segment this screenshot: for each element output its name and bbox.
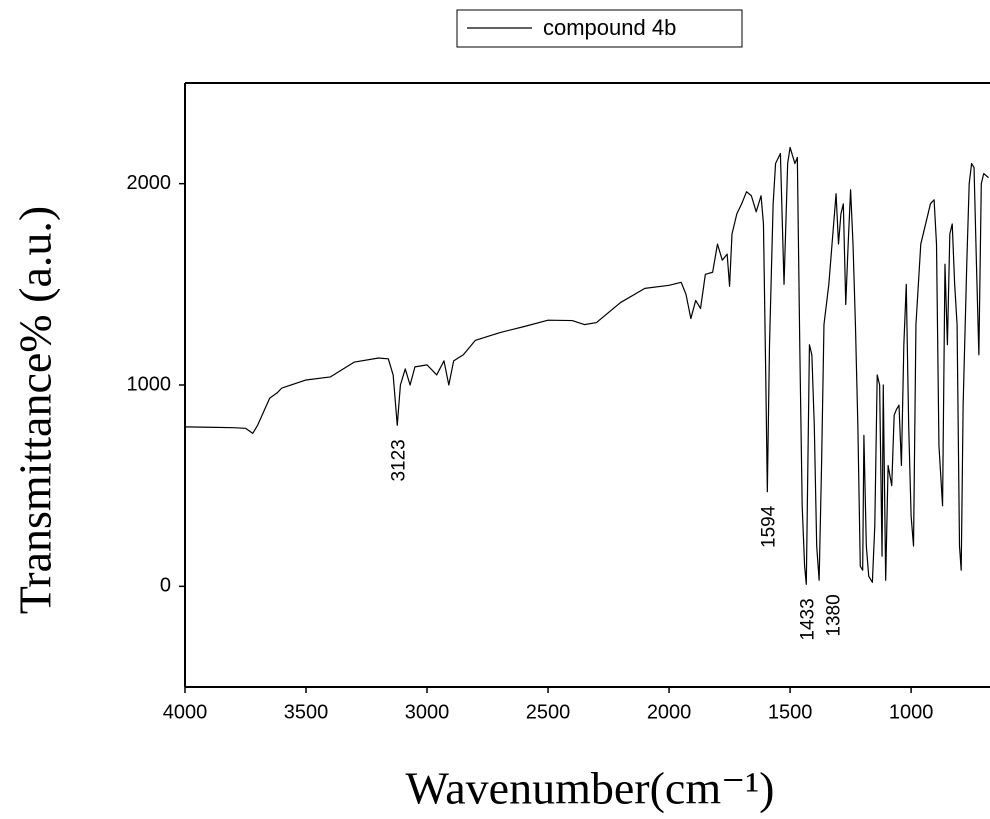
peak-label: 3123 <box>388 439 409 481</box>
x-tick-label: 4000 <box>163 701 208 723</box>
peak-label: 1433 <box>797 598 818 640</box>
legend-label: compound 4b <box>543 15 676 40</box>
y-tick-label: 2000 <box>127 172 172 194</box>
x-tick-label: 3000 <box>405 701 450 723</box>
x-axis-title: Wavenumber(cm⁻¹) <box>406 763 775 814</box>
y-tick-label: 1000 <box>127 373 172 395</box>
x-tick-label: 2000 <box>647 701 692 723</box>
x-tick-label: 3500 <box>284 701 329 723</box>
x-tick-label: 1500 <box>768 701 813 723</box>
legend-box <box>456 9 743 48</box>
spectrum-line <box>184 146 989 585</box>
peak-label: 1380 <box>823 594 844 636</box>
peak-label: 1594 <box>758 505 779 548</box>
x-tick-label: 1000 <box>889 701 934 723</box>
y-axis-title: Transmittance% (a.u.) <box>10 206 61 614</box>
y-tick-label: 0 <box>160 575 171 597</box>
x-tick-label: 2500 <box>526 701 571 723</box>
